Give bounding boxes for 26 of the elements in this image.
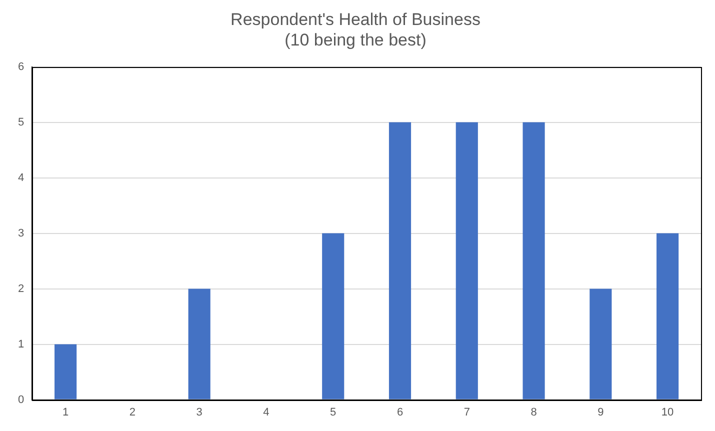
bar (590, 288, 612, 400)
x-tick-label: 4 (263, 406, 270, 418)
x-tick-label: 8 (530, 406, 537, 418)
x-tick-label: 9 (598, 406, 604, 418)
bar (456, 122, 478, 400)
chart-title: Respondent's Health of Business (10 being the best) (230, 10, 480, 50)
x-tick-label: 7 (464, 406, 470, 418)
bar (656, 233, 679, 400)
bar (188, 288, 210, 400)
y-tick-label: 6 (18, 60, 24, 73)
bar (388, 122, 412, 400)
bar (54, 344, 77, 400)
x-tick-label: 5 (330, 406, 336, 418)
x-tick-label: 2 (129, 406, 136, 418)
y-tick-label: 3 (18, 227, 24, 240)
y-tick-label: 2 (18, 282, 24, 295)
x-tick-label: 3 (196, 406, 202, 418)
x-tick-label: 6 (396, 406, 404, 418)
y-tick-label: 1 (18, 338, 24, 350)
y-tick-label: 4 (18, 172, 24, 184)
y-tick-label: 0 (18, 394, 24, 406)
x-tick-label: 1 (62, 406, 69, 418)
bar (522, 122, 545, 400)
y-tick-label: 5 (18, 116, 24, 128)
bar (322, 233, 344, 400)
x-tick-label: 10 (661, 406, 674, 418)
